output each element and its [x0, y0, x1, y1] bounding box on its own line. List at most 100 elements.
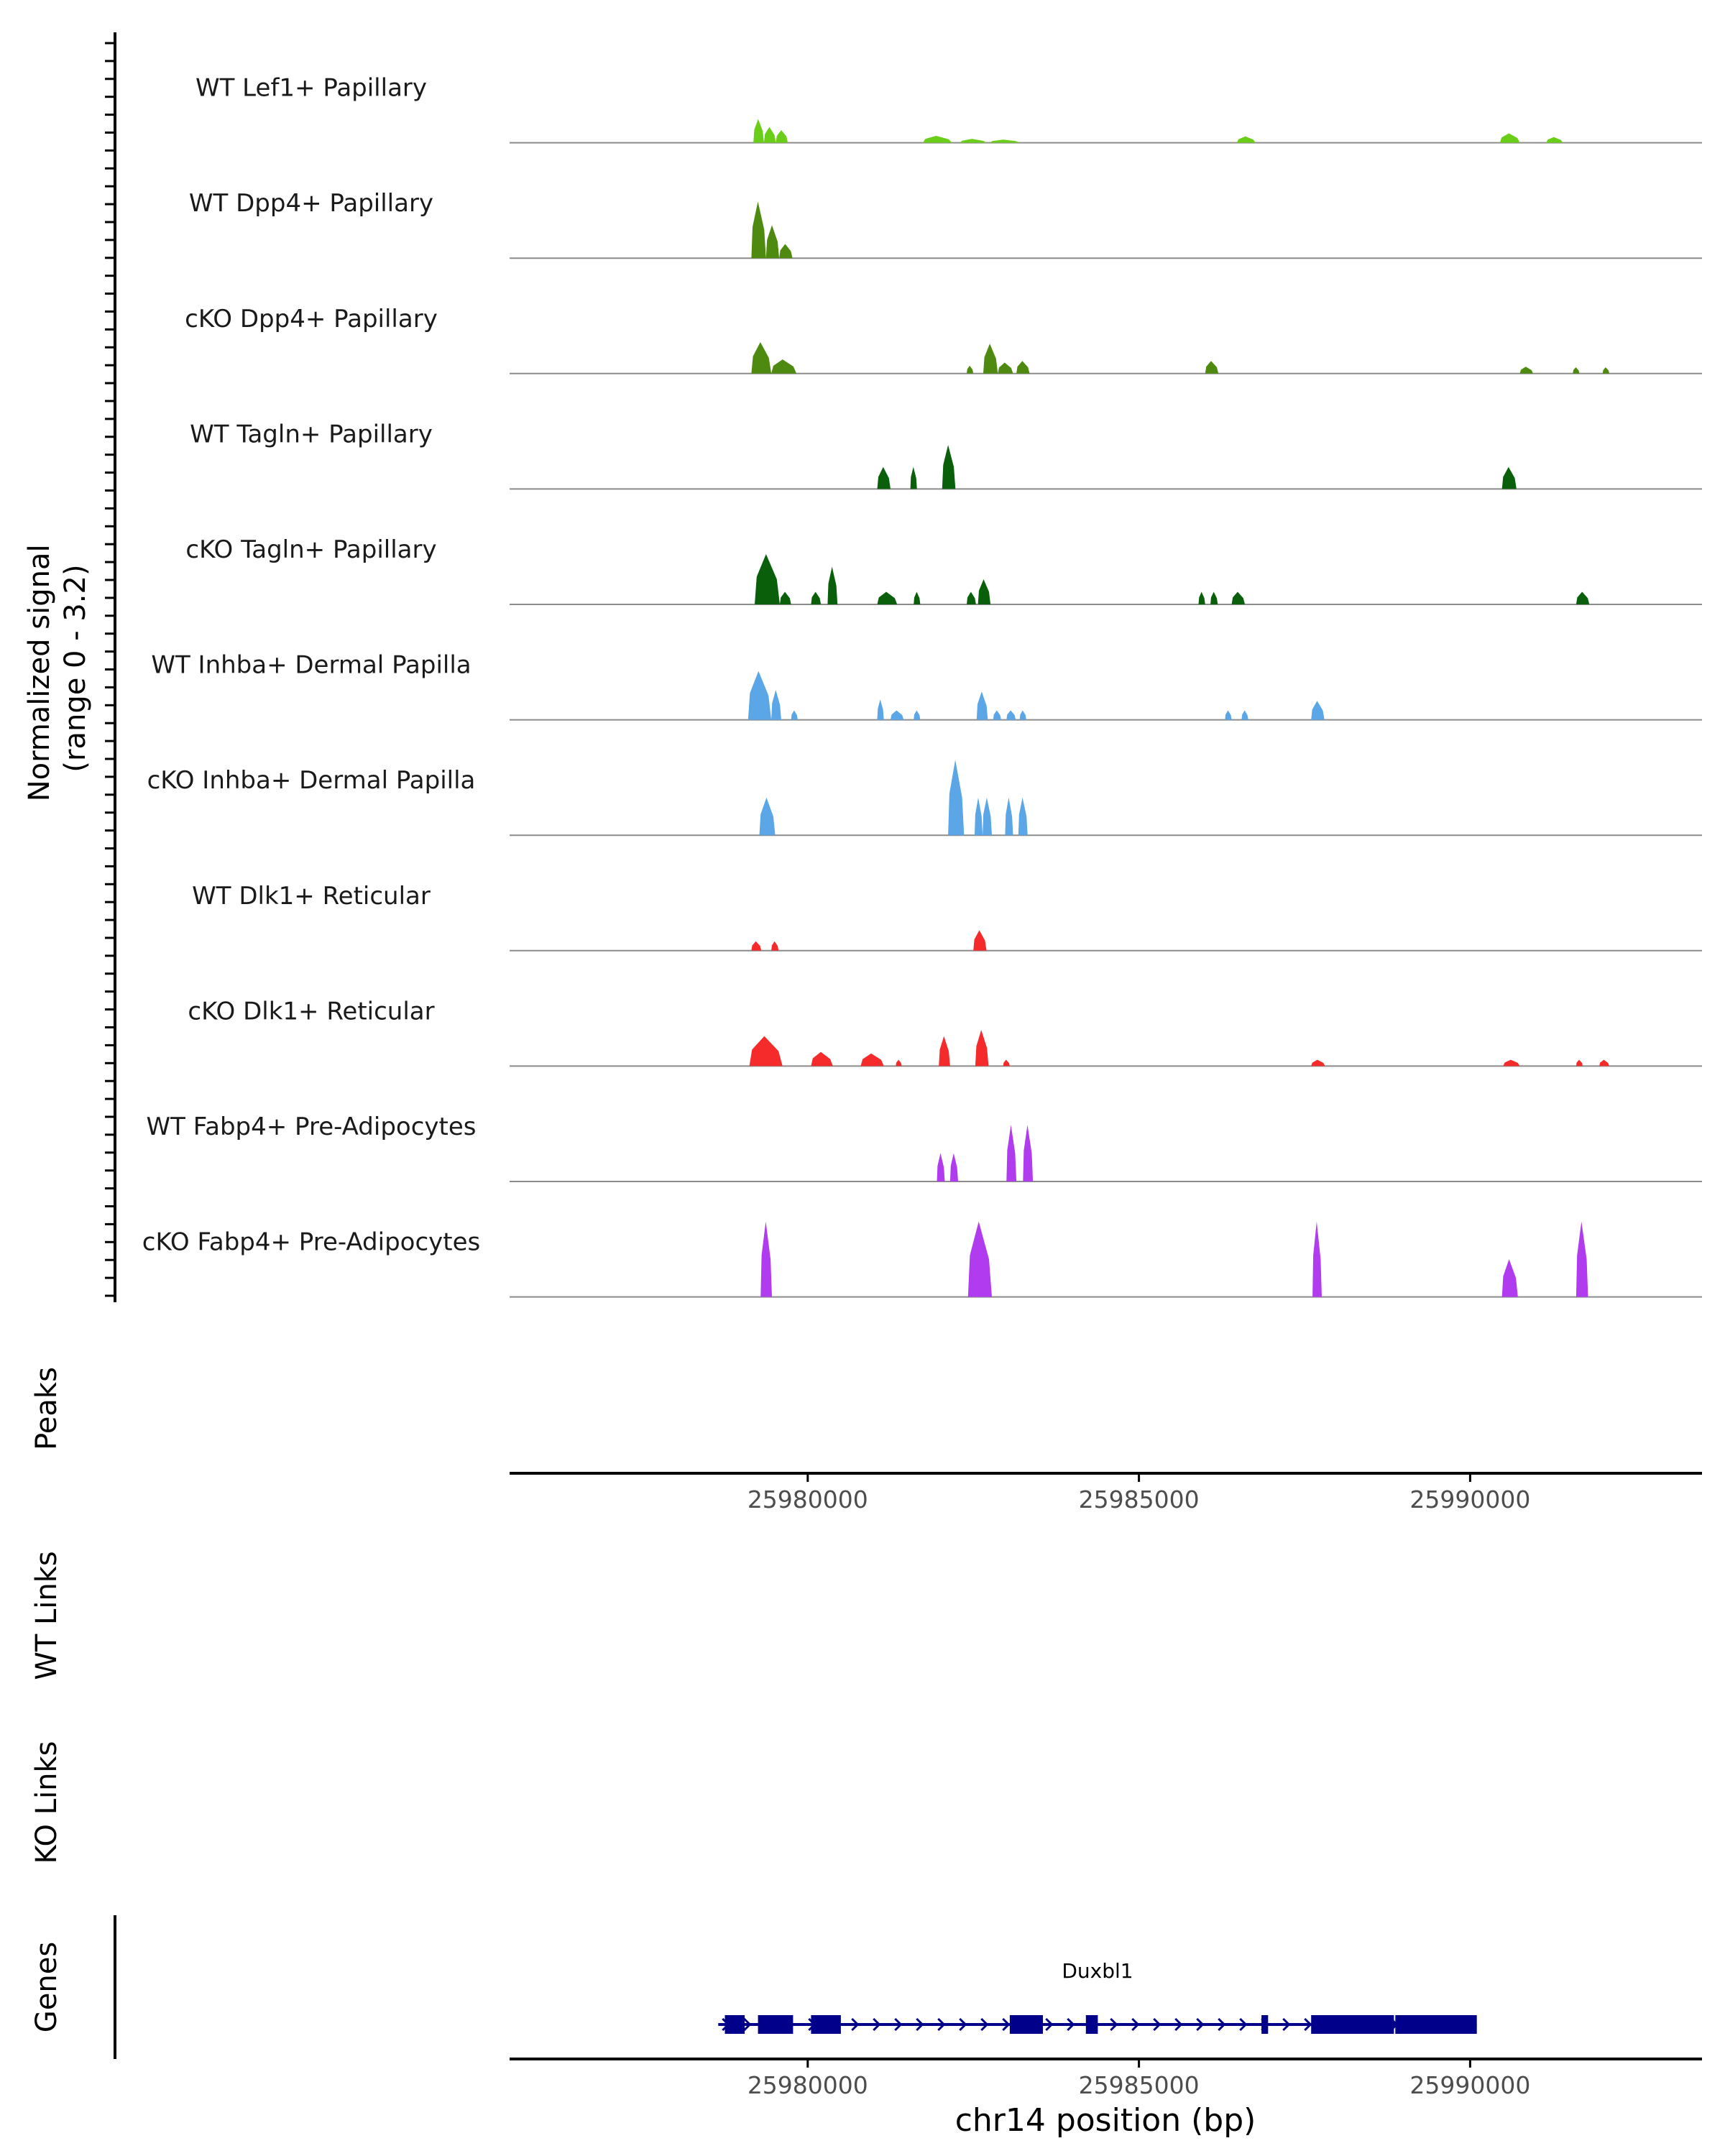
coverage-peak — [791, 710, 798, 720]
gene-exon — [1311, 2015, 1394, 2034]
x-tick-label: 25990000 — [1409, 1485, 1530, 1514]
strand-arrow — [851, 2017, 860, 2032]
coverage-peak — [780, 591, 791, 604]
coverage-peak — [1205, 361, 1219, 374]
coverage-peak — [1237, 136, 1256, 143]
coverage-peak — [967, 365, 974, 374]
coverage-peak — [1210, 591, 1218, 604]
strand-arrow — [1002, 2017, 1011, 2032]
track-label: cKO Inhba+ Dermal Papilla — [147, 766, 476, 795]
track-label: WT Dlk1+ Reticular — [192, 882, 431, 911]
track-label: WT Inhba+ Dermal Papilla — [151, 651, 471, 680]
strand-arrow — [1174, 2017, 1183, 2032]
coverage-peak — [827, 566, 838, 604]
coverage-peak — [939, 1036, 950, 1067]
coverage-peak — [1312, 1221, 1322, 1297]
strand-arrow — [743, 2017, 752, 2032]
coverage-peak — [1006, 1125, 1017, 1181]
coverage-peak — [1005, 797, 1013, 836]
track-label: WT Dpp4+ Papillary — [189, 189, 433, 218]
x-tick-label: 25980000 — [748, 1485, 868, 1514]
coverage-peak — [1311, 1059, 1325, 1067]
track-label: WT Tagln+ Papillary — [190, 420, 433, 448]
coverage-peak — [749, 1036, 783, 1067]
strand-arrow — [980, 2017, 989, 2032]
coverage-peak — [942, 445, 956, 489]
coverage-peak — [914, 591, 921, 604]
coverage-peak — [753, 119, 764, 143]
track-3: WT Tagln+ Papillary — [190, 420, 1702, 490]
x-tick-label: 25990000 — [1409, 2071, 1530, 2099]
coverage-tracks: WT Lef1+ Papillary WT Dpp4+ Papillary cKO … — [142, 74, 1702, 1298]
strand-arrow — [1239, 2017, 1248, 2032]
coverage-peak — [967, 1221, 992, 1297]
coverage-peak — [1576, 591, 1590, 604]
gene-exon — [758, 2015, 794, 2034]
gene-name-label: Duxbl1 — [1062, 1959, 1133, 1983]
coverage-peak — [751, 342, 772, 374]
coverage-peak — [771, 690, 781, 720]
coverage-peak — [1503, 1059, 1520, 1067]
track-4: cKO Tagln+ Papillary — [185, 535, 1702, 605]
coverage-peak — [978, 579, 991, 604]
gene-exon — [724, 2015, 745, 2034]
coverage-peak — [748, 671, 772, 720]
coverage-peak — [983, 797, 992, 836]
coverage-peak — [973, 930, 987, 951]
coverage-peak — [877, 591, 898, 604]
coverage-peak — [759, 797, 776, 836]
coverage-peak — [1546, 137, 1563, 143]
coverage-peak — [877, 466, 891, 489]
coverage-peak — [910, 466, 917, 489]
coverage-peak — [755, 554, 780, 604]
coverage-peak — [1602, 367, 1609, 374]
strand-arrow — [1196, 2017, 1205, 2032]
track-label: cKO Dlk1+ Reticular — [188, 997, 434, 1026]
coverage-peak — [1003, 1059, 1010, 1067]
gene-exon — [1261, 2015, 1269, 2034]
track-7: WT Dlk1+ Reticular — [192, 882, 1702, 952]
x-tick-label: 25985000 — [1079, 1485, 1200, 1514]
coverage-peak — [998, 362, 1013, 374]
gene-exon — [811, 2015, 841, 2034]
strand-arrow — [873, 2017, 881, 2032]
strand-arrow — [1045, 2017, 1054, 2032]
coverage-peak — [771, 359, 797, 374]
gene-track: Duxbl1 — [718, 1959, 1477, 2034]
coverage-peak — [923, 136, 952, 143]
strand-arrow — [959, 2017, 967, 2032]
strand-arrow — [1304, 2017, 1312, 2032]
ko-links-panel-label: KO Links — [30, 1741, 63, 1864]
coverage-peak — [1225, 710, 1232, 720]
coverage-peak — [877, 699, 884, 720]
coverage-peak — [983, 344, 998, 374]
strand-arrow — [1218, 2017, 1226, 2032]
coverage-peak — [765, 225, 780, 259]
track-label: WT Lef1+ Papillary — [196, 74, 427, 103]
coverage-peak — [751, 941, 762, 951]
coverage-peak — [771, 941, 779, 951]
coverage-peak — [1231, 591, 1246, 604]
strand-arrow — [894, 2017, 903, 2032]
coverage-peak — [776, 130, 788, 143]
coverage-peak — [1499, 133, 1520, 143]
strand-arrow — [916, 2017, 924, 2032]
coverage-peak — [1519, 367, 1533, 374]
gene-exon — [1395, 2015, 1477, 2034]
coverage-peak — [1198, 591, 1205, 604]
coverage-peak — [760, 1221, 772, 1297]
coverage-peak — [1018, 797, 1028, 836]
coverage-peak — [960, 139, 987, 143]
track-0: WT Lef1+ Papillary — [196, 74, 1702, 144]
x-tick-label: 25985000 — [1079, 2071, 1200, 2099]
track-label: cKO Tagln+ Papillary — [185, 535, 436, 564]
x-axis-title: chr14 position (bp) — [955, 2102, 1256, 2139]
coverage-peak — [990, 139, 1020, 143]
coverage-peak — [1501, 466, 1517, 489]
coverage-peak — [779, 244, 793, 259]
track-2: cKO Dpp4+ Papillary — [185, 305, 1702, 374]
track-label: cKO Fabp4+ Pre-Adipocytes — [142, 1228, 481, 1257]
strand-arrow — [1131, 2017, 1140, 2032]
coverage-peak — [1016, 361, 1030, 374]
coverage-peak — [1573, 367, 1580, 374]
